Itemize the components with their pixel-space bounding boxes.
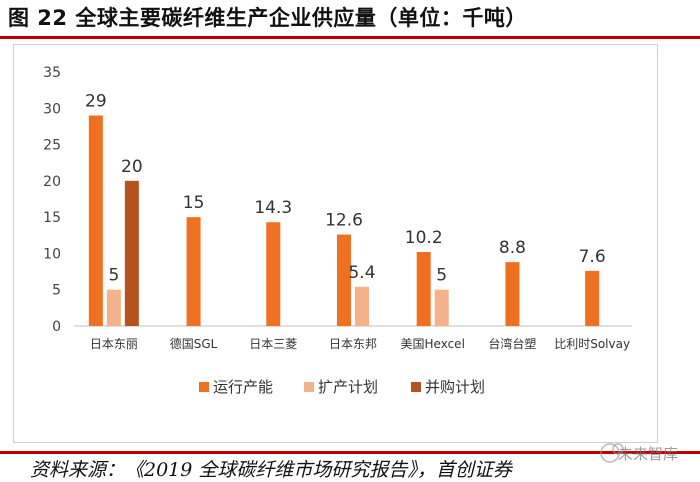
data-label: 14.3 bbox=[254, 198, 292, 218]
y-tick-label: 5 bbox=[52, 283, 61, 299]
category-label: 比利时Solvay bbox=[554, 337, 630, 351]
watermark-icon bbox=[600, 443, 620, 463]
category-label: 日本东邦 bbox=[329, 337, 377, 351]
legend-label: 扩产计划 bbox=[318, 378, 378, 396]
data-label: 5 bbox=[436, 266, 447, 286]
y-tick-label: 15 bbox=[43, 210, 61, 226]
bar bbox=[355, 286, 369, 326]
chart-frame: 0 5 10 15 20 25 30 35 29 5 20 日本东丽 15 德国SGL 14.3 日本三菱 12… bbox=[13, 44, 658, 443]
data-label: 20 bbox=[121, 157, 143, 177]
bar bbox=[416, 251, 431, 326]
watermark-text: 未来智库 bbox=[618, 445, 679, 463]
y-tick-label: 30 bbox=[43, 101, 61, 117]
category-label: 德国SGL bbox=[170, 336, 218, 351]
category-label: 日本东丽 bbox=[90, 337, 138, 351]
category-label: 台湾台塑 bbox=[488, 336, 536, 351]
data-label: 12.6 bbox=[325, 211, 363, 231]
data-label: 7.6 bbox=[579, 247, 606, 267]
source-note: 资料来源：《2019 全球碳纤维市场研究报告》，首创证券 bbox=[30, 459, 512, 481]
bar bbox=[106, 289, 121, 326]
y-tick-label: 10 bbox=[43, 246, 61, 262]
data-label: 8.8 bbox=[499, 238, 526, 258]
data-label: 29 bbox=[85, 92, 107, 112]
bar bbox=[434, 289, 449, 326]
y-tick-label: 20 bbox=[43, 174, 61, 190]
bar bbox=[585, 270, 600, 326]
bar bbox=[88, 115, 103, 327]
y-tick-label: 25 bbox=[43, 138, 61, 154]
category-label: 美国Hexcel bbox=[401, 337, 465, 351]
legend-label: 运行产能 bbox=[213, 378, 273, 396]
bar bbox=[186, 217, 201, 326]
bar bbox=[124, 180, 139, 326]
bar bbox=[266, 222, 281, 326]
legend-label: 并购计划 bbox=[425, 378, 485, 396]
figure-title: 图 22 全球主要碳纤维生产企业供应量（单位：千吨） bbox=[8, 6, 527, 30]
data-label: 15 bbox=[183, 193, 205, 213]
bar-chart: 0 5 10 15 20 25 30 35 29 5 20 日本东丽 15 德国SGL 14.3 日本三菱 12… bbox=[43, 65, 632, 396]
data-label: 5 bbox=[108, 266, 119, 286]
bar bbox=[337, 234, 351, 326]
category-label: 日本三菱 bbox=[249, 337, 297, 351]
data-label: 10.2 bbox=[405, 228, 443, 248]
legend-swatch bbox=[411, 382, 421, 392]
watermark-logo bbox=[600, 443, 624, 463]
legend-swatch bbox=[199, 382, 209, 392]
y-tick-label: 0 bbox=[52, 319, 61, 335]
top-rule bbox=[0, 36, 700, 39]
data-label: 5.4 bbox=[348, 263, 375, 283]
legend-swatch bbox=[304, 382, 314, 392]
bottom-rule bbox=[0, 451, 700, 454]
y-tick-label: 35 bbox=[43, 65, 61, 81]
bar bbox=[505, 262, 520, 326]
